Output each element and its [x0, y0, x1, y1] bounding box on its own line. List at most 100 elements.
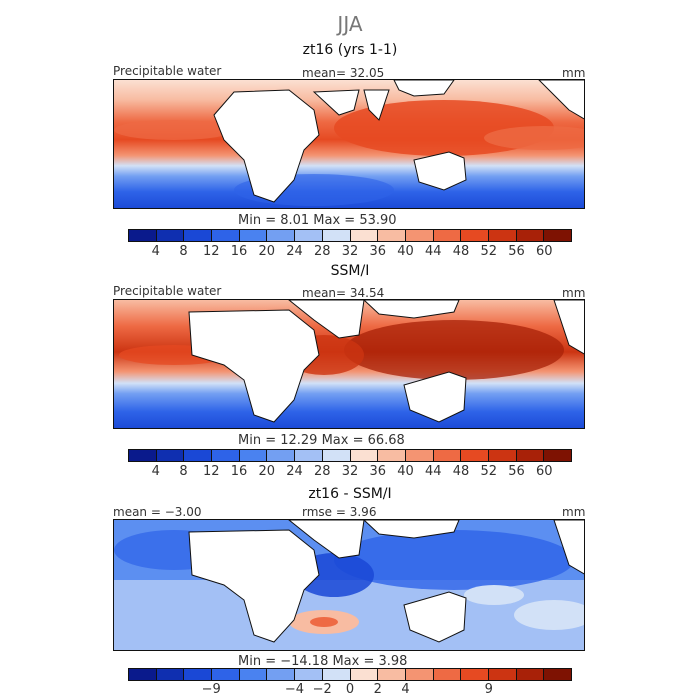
- colorbar-tick-label: 0: [345, 682, 355, 697]
- colorbar-3-seg: [350, 669, 379, 680]
- colorbar-2-seg: [433, 450, 462, 461]
- colorbar-2-seg: [239, 450, 268, 461]
- colorbar-2-seg: [350, 450, 379, 461]
- colorbar-3-seg: [488, 669, 517, 680]
- panel-3-unit-label: mm: [562, 505, 586, 519]
- colorbar-tick-label: 12: [202, 464, 220, 479]
- colorbar-1-seg: [184, 230, 213, 241]
- panel-1-map: [113, 79, 585, 209]
- colorbar-1-seg: [405, 230, 434, 241]
- colorbar-1-seg: [433, 230, 462, 241]
- colorbar-tick-label: 48: [452, 464, 470, 479]
- colorbar-3-seg: [433, 669, 462, 680]
- colorbar-tick-label: 24: [286, 464, 303, 479]
- colorbar-tick-label: 16: [230, 464, 248, 479]
- colorbar-3-seg: [212, 669, 240, 680]
- colorbar-tick-label: 56: [508, 464, 525, 479]
- colorbar-3-seg: [322, 669, 351, 680]
- colorbar-tick-label: 44: [424, 464, 442, 479]
- colorbar-2-ticks: 4 8 12 16 20 24 28 32 36 40 44 48 52 56 60: [128, 464, 572, 480]
- colorbar-3-seg: [239, 669, 268, 680]
- colorbar-2-seg: [156, 450, 185, 461]
- colorbar-2-seg: [544, 450, 571, 461]
- colorbar-tick-label: 28: [313, 464, 331, 479]
- colorbar-3-seg: [461, 669, 489, 680]
- colorbar-3-seg: [378, 669, 406, 680]
- colorbar-3-seg: [544, 669, 571, 680]
- colorbar-1-seg: [378, 230, 406, 241]
- colorbar-tick-label: 44: [424, 244, 442, 259]
- colorbar-3-seg: [295, 669, 323, 680]
- panel-1-mean-label: mean= 32.05: [302, 66, 385, 80]
- panel-2-mean-label: mean= 34.54: [302, 286, 385, 300]
- colorbar-tick-label: 52: [480, 464, 498, 479]
- colorbar-tick-label: 16: [230, 244, 248, 259]
- panel-2-map-canvas: [114, 300, 584, 428]
- panel-1-map-canvas: [114, 80, 584, 208]
- panel-1-australia-land: [413, 151, 467, 191]
- colorbar-1-ticks: 4 8 12 16 20 24 28 32 36 40 44 48 52 56 60: [128, 244, 572, 260]
- colorbar-2-seg: [461, 450, 489, 461]
- colorbar-2-seg: [212, 450, 240, 461]
- panel-2-variable-label: Precipitable water: [113, 284, 222, 298]
- panel-2-title: SSM/I: [330, 263, 370, 279]
- colorbar-1: [128, 229, 572, 242]
- colorbar-1-seg: [461, 230, 489, 241]
- colorbar-2-seg: [516, 450, 545, 461]
- colorbar-tick-label: 56: [508, 244, 525, 259]
- colorbar-tick-label: −4: [284, 682, 305, 697]
- colorbar-tick-label: 52: [480, 244, 498, 259]
- colorbar-tick-label: 20: [258, 464, 276, 479]
- colorbar-tick-label: 4: [401, 682, 410, 697]
- panel-1-unit-label: mm: [562, 66, 586, 80]
- colorbar-tick-label: 20: [258, 244, 276, 259]
- colorbar-tick-label: 48: [452, 244, 470, 259]
- colorbar-tick-label: −9: [201, 682, 221, 697]
- colorbar-1-seg: [544, 230, 571, 241]
- colorbar-3-ticks: −9 −4 −2 0 2 4 9: [128, 682, 572, 698]
- colorbar-1-seg: [267, 230, 296, 241]
- colorbar-2-seg: [129, 450, 157, 461]
- colorbar-2-seg: [378, 450, 406, 461]
- panel-2-australia-land: [403, 371, 467, 423]
- panel-2-minmax: Min = 12.29 Max = 66.68: [238, 433, 405, 448]
- colorbar-2-seg: [267, 450, 296, 461]
- colorbar-2-seg: [184, 450, 213, 461]
- colorbar-3-seg: [405, 669, 434, 680]
- colorbar-tick-label: 4: [151, 464, 160, 479]
- colorbar-2-seg: [322, 450, 351, 461]
- panel-1-variable-label: Precipitable water: [113, 64, 222, 78]
- colorbar-tick-label: 8: [179, 464, 188, 479]
- colorbar-tick-label: 12: [202, 244, 220, 259]
- colorbar-tick-label: 4: [151, 244, 160, 259]
- panel-2-map: [113, 299, 585, 429]
- colorbar-tick-label: 2: [373, 682, 382, 697]
- colorbar-3: [128, 668, 572, 681]
- colorbar-2: [128, 449, 572, 462]
- colorbar-tick-label: 32: [341, 464, 359, 479]
- panel-1-title: zt16 (yrs 1-1): [302, 42, 398, 58]
- panel-1-minmax: Min = 8.01 Max = 53.90: [238, 213, 397, 228]
- colorbar-1-seg: [516, 230, 545, 241]
- colorbar-tick-label: 9: [484, 682, 493, 697]
- colorbar-1-seg: [295, 230, 323, 241]
- panel-3-minmax: Min = −14.18 Max = 3.98: [238, 654, 408, 669]
- colorbar-1-seg: [239, 230, 268, 241]
- colorbar-tick-label: 40: [397, 244, 414, 259]
- colorbar-1-seg: [350, 230, 379, 241]
- colorbar-2-seg: [295, 450, 323, 461]
- colorbar-1-seg: [129, 230, 157, 241]
- panel-1-africa-land: [213, 89, 320, 203]
- colorbar-tick-label: 32: [341, 244, 359, 259]
- colorbar-tick-label: 60: [535, 244, 553, 259]
- colorbar-2-seg: [405, 450, 434, 461]
- panel-3-title: zt16 - SSM/I: [308, 486, 392, 502]
- colorbar-1-seg: [156, 230, 185, 241]
- panel-3-mean-label: mean = −3.00: [113, 505, 202, 519]
- colorbar-tick-label: 36: [369, 244, 387, 259]
- colorbar-3-seg: [516, 669, 545, 680]
- colorbar-3-seg: [156, 669, 185, 680]
- colorbar-tick-label: 28: [313, 244, 331, 259]
- colorbar-1-seg: [488, 230, 517, 241]
- colorbar-tick-label: −2: [312, 682, 332, 697]
